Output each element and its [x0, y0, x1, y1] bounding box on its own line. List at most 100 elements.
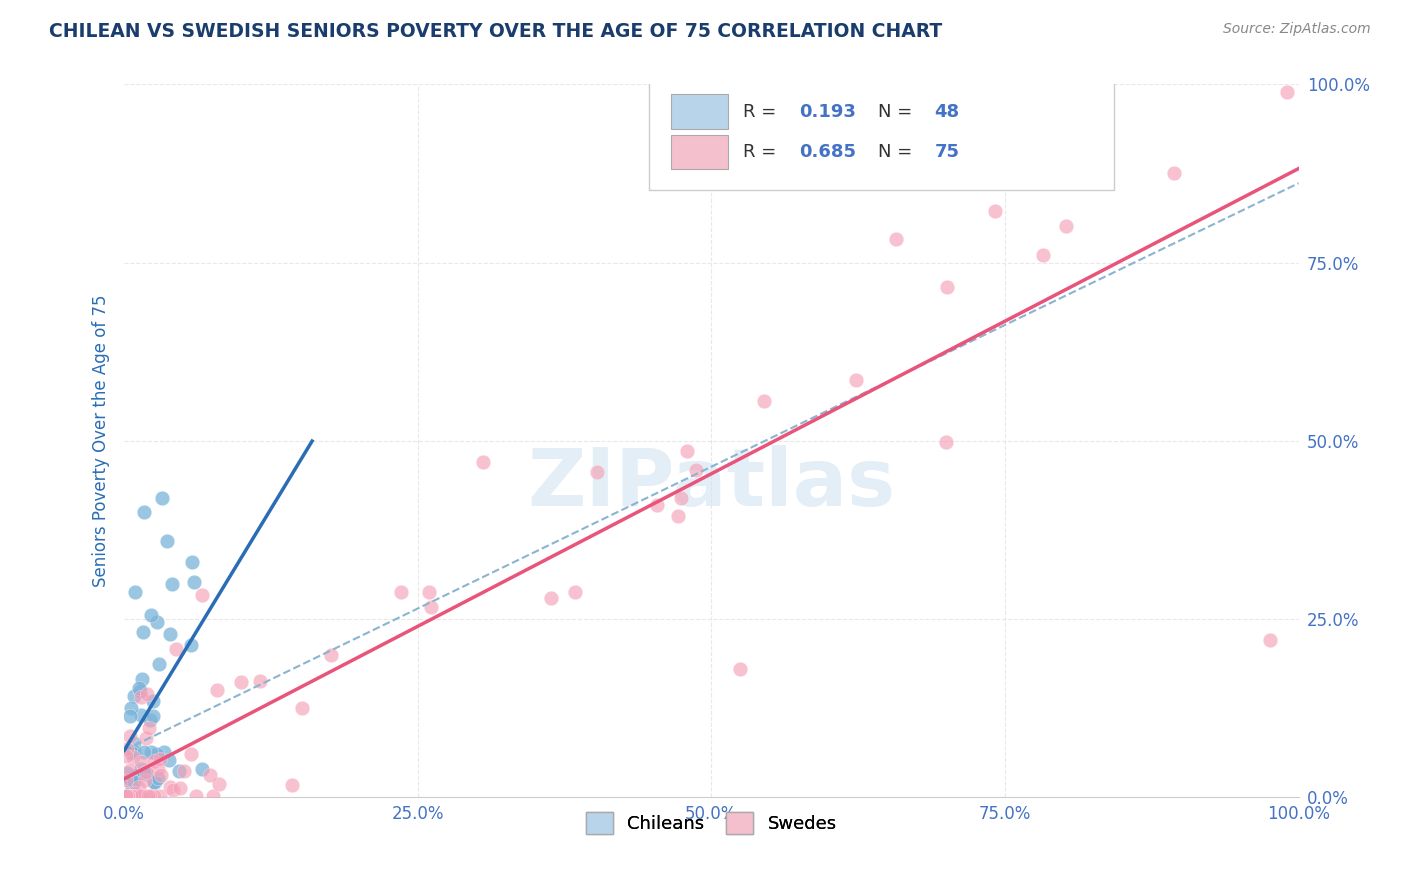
Point	[159, 780, 181, 794]
Point	[685, 463, 707, 477]
Point	[418, 585, 440, 599]
Point	[139, 607, 162, 622]
Point	[281, 778, 304, 792]
Point	[231, 675, 253, 690]
Point	[1258, 633, 1281, 648]
Point	[128, 683, 150, 698]
Point	[115, 748, 138, 763]
Point	[886, 232, 908, 246]
Point	[115, 789, 138, 804]
Point	[129, 765, 152, 780]
Point	[165, 641, 187, 656]
Point	[728, 662, 751, 676]
Point	[124, 585, 146, 599]
Point	[935, 435, 957, 450]
Point	[122, 774, 145, 789]
Point	[115, 742, 138, 756]
Point	[127, 789, 149, 804]
Text: 0.685: 0.685	[800, 143, 856, 161]
Point	[131, 625, 153, 640]
Point	[115, 766, 138, 780]
Point	[564, 584, 586, 599]
Point	[136, 767, 159, 781]
Point	[752, 394, 775, 409]
Point	[160, 577, 183, 591]
Point	[669, 491, 692, 505]
Point	[129, 789, 152, 804]
Point	[120, 772, 142, 786]
Point	[132, 505, 155, 519]
Point	[149, 752, 172, 766]
FancyBboxPatch shape	[672, 95, 728, 128]
Point	[124, 786, 146, 800]
Point	[134, 766, 156, 780]
Text: 75: 75	[935, 143, 959, 161]
Point	[121, 746, 143, 760]
Point	[117, 789, 139, 804]
Text: ZIPatlas: ZIPatlas	[527, 444, 896, 523]
Point	[666, 509, 689, 524]
Point	[389, 585, 412, 599]
Point	[201, 789, 224, 804]
Point	[420, 599, 443, 614]
Text: R =: R =	[744, 103, 782, 120]
Point	[121, 789, 143, 804]
Point	[190, 588, 212, 602]
Point	[148, 657, 170, 671]
Y-axis label: Seniors Poverty Over the Age of 75: Seniors Poverty Over the Age of 75	[93, 294, 110, 587]
Point	[118, 729, 141, 743]
Point	[146, 747, 169, 761]
Point	[129, 763, 152, 777]
Point	[120, 789, 142, 804]
Point	[122, 744, 145, 758]
Point	[156, 533, 179, 548]
Point	[291, 700, 314, 714]
Point	[134, 772, 156, 787]
Point	[121, 780, 143, 794]
Point	[647, 498, 669, 512]
Point	[134, 765, 156, 780]
Point	[138, 722, 160, 736]
Point	[181, 555, 204, 569]
Point	[135, 731, 157, 745]
Point	[162, 782, 184, 797]
Point	[540, 591, 562, 605]
Point	[125, 768, 148, 782]
Text: 48: 48	[935, 103, 960, 120]
Point	[167, 764, 190, 779]
Point	[128, 789, 150, 803]
Point	[124, 789, 146, 804]
Point	[1032, 248, 1054, 262]
Point	[586, 466, 609, 480]
Point	[131, 690, 153, 704]
Point	[114, 789, 136, 804]
Point	[142, 789, 165, 804]
Point	[120, 709, 142, 723]
Text: R =: R =	[744, 143, 782, 161]
Point	[142, 775, 165, 789]
Point	[152, 745, 174, 759]
Point	[191, 762, 214, 776]
Point	[128, 681, 150, 695]
Point	[139, 789, 162, 804]
Text: 0.193: 0.193	[800, 103, 856, 120]
Point	[180, 747, 202, 761]
Point	[845, 373, 868, 387]
Point	[157, 753, 180, 767]
Point	[149, 768, 172, 782]
Point	[122, 689, 145, 703]
Point	[676, 443, 699, 458]
Point	[134, 745, 156, 759]
Point	[207, 683, 229, 698]
Point	[146, 615, 169, 629]
Point	[935, 280, 957, 294]
FancyBboxPatch shape	[672, 135, 728, 169]
Text: N =: N =	[879, 103, 918, 120]
Text: CHILEAN VS SWEDISH SENIORS POVERTY OVER THE AGE OF 75 CORRELATION CHART: CHILEAN VS SWEDISH SENIORS POVERTY OVER …	[49, 22, 942, 41]
Point	[1091, 151, 1114, 165]
Point	[150, 491, 173, 505]
Point	[142, 694, 165, 708]
Point	[249, 674, 271, 689]
Point	[159, 626, 181, 640]
Point	[1163, 166, 1185, 180]
